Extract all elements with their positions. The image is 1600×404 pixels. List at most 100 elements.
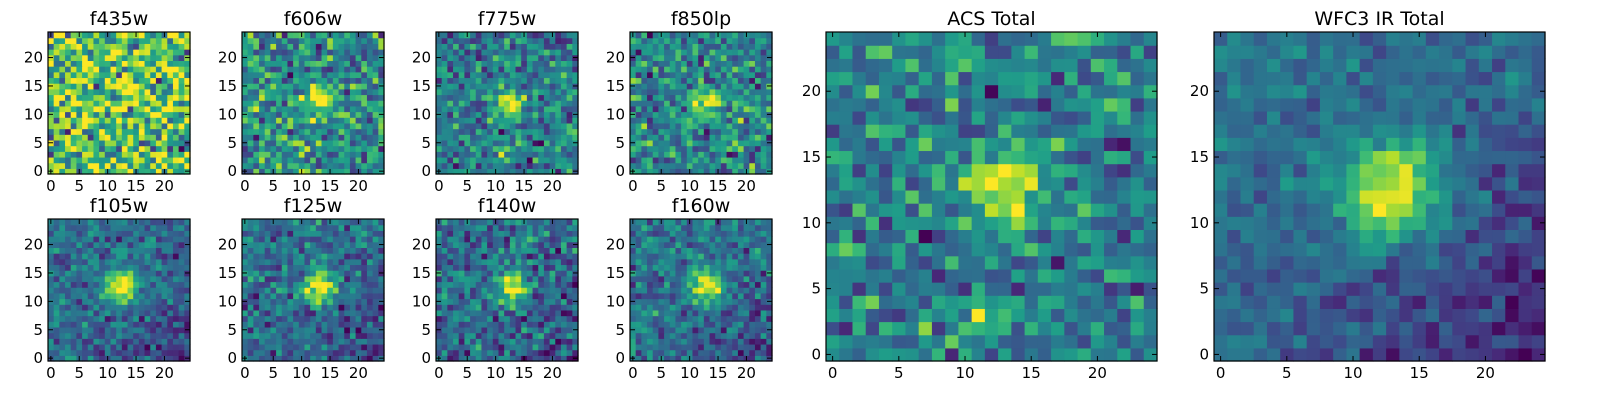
pixel: [732, 276, 738, 282]
pixel: [133, 38, 139, 44]
pixel: [65, 350, 71, 356]
pixel: [116, 327, 122, 333]
pixel: [567, 225, 573, 231]
pixel: [93, 77, 99, 83]
pixel: [521, 134, 527, 140]
pixel: [470, 66, 476, 72]
pixel: [253, 321, 259, 327]
pixel: [71, 247, 77, 253]
pixel: [93, 72, 99, 78]
pixel: [265, 134, 271, 140]
pixel: [470, 264, 476, 270]
pixel: [156, 321, 162, 327]
pixel: [48, 94, 54, 100]
pixel: [133, 276, 139, 282]
pixel: [675, 60, 681, 66]
pixel: [316, 338, 322, 344]
pixel: [470, 259, 476, 265]
pixel: [110, 72, 116, 78]
pixel: [761, 316, 767, 322]
pixel: [344, 333, 350, 339]
pixel: [687, 276, 693, 282]
pixel: [173, 259, 179, 265]
pixel: [481, 134, 487, 140]
pixel: [738, 293, 744, 299]
pixel: [538, 55, 544, 61]
x-tick-label: 5: [74, 364, 84, 382]
pixel: [704, 327, 710, 333]
pixel: [116, 281, 122, 287]
pixel: [504, 112, 510, 118]
pixel: [356, 259, 362, 265]
pixel: [110, 270, 116, 276]
pixel: [71, 236, 77, 242]
pixel: [510, 157, 516, 163]
pixel: [761, 151, 767, 157]
pixel: [373, 140, 379, 146]
pixel: [162, 253, 168, 259]
pixel: [521, 94, 527, 100]
pixel: [105, 106, 111, 112]
pixel: [641, 129, 647, 135]
pixel: [99, 66, 105, 72]
pixel: [270, 83, 276, 89]
pixel: [88, 333, 94, 339]
pixel: [544, 89, 550, 95]
pixel: [533, 293, 539, 299]
pixel: [704, 140, 710, 146]
pixel: [276, 316, 282, 322]
pixel: [139, 106, 145, 112]
pixel: [504, 316, 510, 322]
pixel: [270, 112, 276, 118]
pixel: [93, 287, 99, 293]
pixel: [367, 236, 373, 242]
pixel: [344, 123, 350, 129]
pixel: [470, 299, 476, 305]
pixel: [310, 253, 316, 259]
pixel: [636, 77, 642, 83]
pixel: [322, 242, 328, 248]
pixel: [253, 38, 259, 44]
pixel: [738, 151, 744, 157]
pixel: [436, 344, 442, 350]
pixel: [675, 321, 681, 327]
pixel: [436, 259, 442, 265]
pixel: [65, 146, 71, 152]
pixel: [527, 83, 533, 89]
pixel: [116, 151, 122, 157]
pixel: [179, 66, 185, 72]
pixel: [99, 270, 105, 276]
y-tick-label: 0: [421, 349, 431, 367]
pixel: [653, 163, 659, 169]
x-tick-label: 15: [320, 177, 339, 195]
pixel: [333, 106, 339, 112]
pixel: [664, 304, 670, 310]
pixel: [698, 276, 704, 282]
pixel: [339, 293, 345, 299]
pixel: [82, 123, 88, 129]
pixel: [344, 43, 350, 49]
pixel: [561, 327, 567, 333]
pixel: [93, 321, 99, 327]
pixel: [504, 253, 510, 259]
pixel: [367, 94, 373, 100]
pixel: [145, 333, 151, 339]
pixel: [636, 146, 642, 152]
pixel: [641, 94, 647, 100]
pixel: [310, 112, 316, 118]
pixel: [373, 281, 379, 287]
pixel: [658, 333, 664, 339]
pixel: [698, 83, 704, 89]
pixel: [88, 287, 94, 293]
pixel: [344, 112, 350, 118]
pixel: [88, 140, 94, 146]
pixel: [145, 259, 151, 265]
pixel: [179, 253, 185, 259]
pixel: [658, 270, 664, 276]
pixel: [327, 316, 333, 322]
pixel: [122, 60, 128, 66]
pixel: [755, 38, 761, 44]
pixel: [248, 140, 254, 146]
pixel: [350, 264, 356, 270]
pixel: [630, 338, 636, 344]
